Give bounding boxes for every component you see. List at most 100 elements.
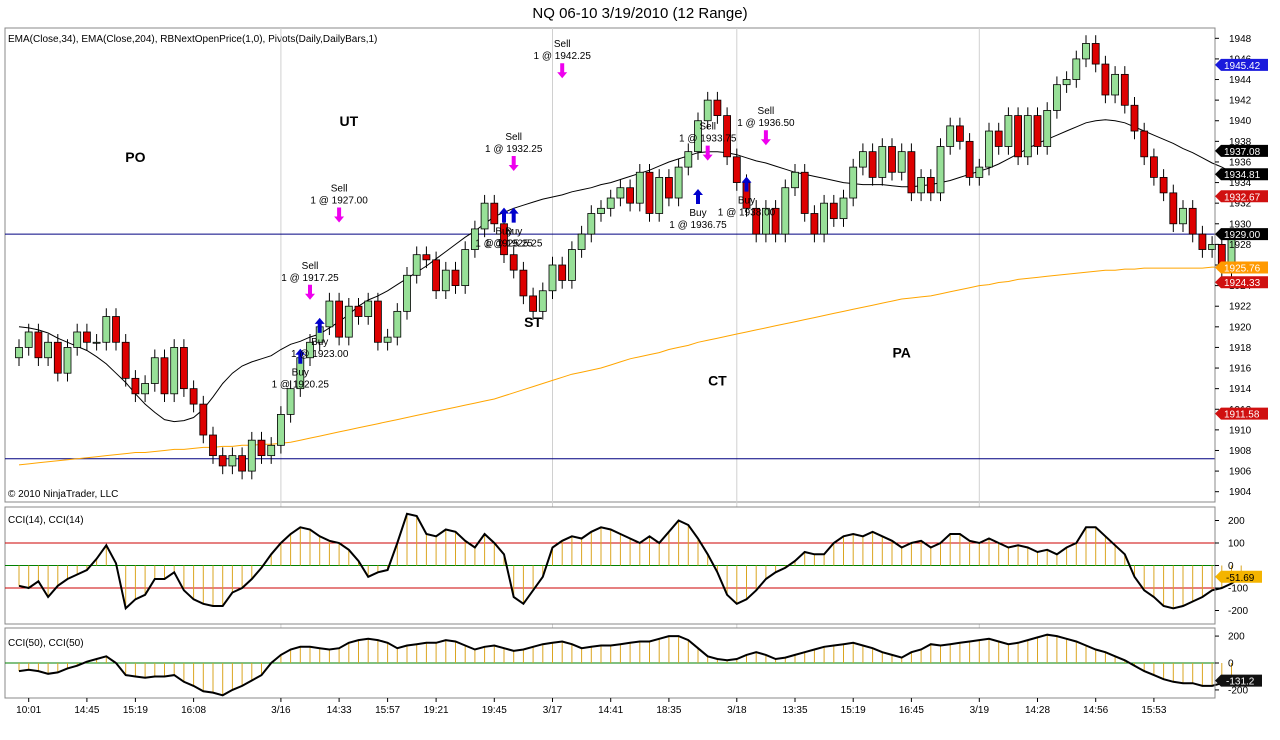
- candle-down: [199, 403, 208, 436]
- signal-side: Buy: [311, 337, 328, 348]
- cci14-panel[interactable]: CCI(14), CCI(14) 200 100 0 -100 -200 -51.69: [4, 506, 1262, 625]
- candle-down: [888, 146, 896, 173]
- candle-down: [926, 177, 935, 194]
- candle: [538, 282, 547, 320]
- price-tag: 1932.67: [1215, 190, 1268, 203]
- cci50-panel[interactable]: CCI(50), CCI(50) 200 0 -200-131.2: [4, 627, 1262, 699]
- candle-up: [1062, 79, 1071, 86]
- candle: [713, 91, 722, 124]
- candle: [994, 122, 1003, 155]
- cci14-tick-label: 0: [1228, 561, 1234, 572]
- cci14-line: [18, 512, 1242, 611]
- candle: [141, 375, 150, 403]
- candle-up: [141, 383, 150, 395]
- candle: [354, 297, 363, 325]
- candle: [441, 261, 450, 300]
- candle: [1198, 225, 1207, 258]
- candle-down: [451, 269, 460, 287]
- price-tick-label: 1910: [1229, 425, 1252, 436]
- candle-up: [63, 347, 72, 374]
- candle: [849, 158, 858, 207]
- candle-down: [121, 341, 130, 379]
- price-tick-label: 1938: [1229, 137, 1252, 148]
- price-tag: 1937.08: [1215, 144, 1268, 158]
- candle-up: [791, 171, 799, 189]
- price-tag-label: 1925.76: [1224, 263, 1261, 274]
- candle: [403, 267, 411, 320]
- candle: [470, 220, 479, 258]
- candle-down: [160, 357, 169, 395]
- sell-arrow-icon: [557, 63, 568, 79]
- candle: [626, 179, 634, 212]
- price-tag-box: [1215, 261, 1268, 274]
- candle: [1130, 97, 1139, 140]
- candle: [121, 334, 130, 387]
- candle: [956, 117, 964, 150]
- candle: [723, 107, 731, 166]
- signal-fill: 1 @ 1936.75: [669, 220, 727, 231]
- candle: [568, 241, 576, 289]
- ema204-line: [18, 266, 1232, 466]
- candle-down: [83, 331, 91, 343]
- candle: [829, 194, 838, 227]
- candle-up: [1004, 115, 1013, 147]
- cci14-value-box: [1215, 570, 1262, 583]
- candle-down: [1101, 63, 1110, 96]
- candle-up: [344, 305, 353, 338]
- candle: [276, 406, 285, 454]
- price-tag: 1934.81: [1215, 168, 1268, 181]
- signal-side: Sell: [699, 122, 716, 133]
- candle: [1208, 236, 1216, 258]
- candle-up: [276, 414, 285, 446]
- candle: [170, 339, 179, 403]
- price-tag-box: [1215, 407, 1268, 420]
- price-panel[interactable]: EMA(Close,34), EMA(Close,204), RBNextOpe…: [4, 27, 1268, 698]
- candle: [577, 225, 586, 258]
- candle: [209, 426, 217, 464]
- time-tick-label: 19:45: [482, 705, 507, 716]
- candle: [15, 339, 23, 366]
- price-tick-label: 1922: [1229, 302, 1252, 313]
- time-tick-label: 3/16: [271, 705, 291, 716]
- candle-up: [878, 146, 887, 178]
- candle: [1091, 35, 1100, 73]
- candle: [558, 256, 567, 289]
- price-tick-label: 1930: [1229, 219, 1252, 230]
- time-tick-label: 14:41: [598, 705, 623, 716]
- candle: [684, 143, 693, 176]
- candle-up: [44, 341, 52, 359]
- candle-down: [665, 177, 673, 199]
- candle: [344, 297, 353, 346]
- candle-down: [1130, 104, 1139, 132]
- candle-down: [829, 202, 838, 220]
- cci14-value-tag: -51.69: [1215, 570, 1262, 584]
- candle-down: [422, 254, 431, 261]
- candle: [509, 246, 518, 279]
- candle: [1150, 148, 1158, 186]
- candle-up: [577, 233, 586, 250]
- candle: [422, 246, 431, 269]
- cci14-value-label: -51.69: [1226, 573, 1255, 584]
- time-tick-label: 15:19: [123, 705, 148, 716]
- candle-up: [461, 249, 470, 287]
- candle-down: [1033, 115, 1042, 147]
- candle: [529, 287, 537, 320]
- signal-side: Buy: [292, 368, 309, 379]
- time-tick-label: 14:45: [74, 705, 99, 716]
- candle-up: [15, 347, 23, 359]
- candle: [92, 334, 101, 351]
- time-tick-label: 18:35: [656, 705, 681, 716]
- candle: [1101, 55, 1110, 104]
- candle-up: [286, 388, 295, 415]
- price-tick-label: 1904: [1229, 487, 1252, 498]
- time-tick-label: 10:01: [16, 705, 41, 716]
- candle: [1072, 50, 1081, 88]
- candle: [878, 138, 887, 186]
- candle: [383, 328, 392, 351]
- cci14-panel-label: CCI(14), CCI(14): [8, 515, 84, 526]
- candle-up: [781, 187, 790, 235]
- candle: [732, 148, 741, 191]
- candle: [917, 169, 925, 202]
